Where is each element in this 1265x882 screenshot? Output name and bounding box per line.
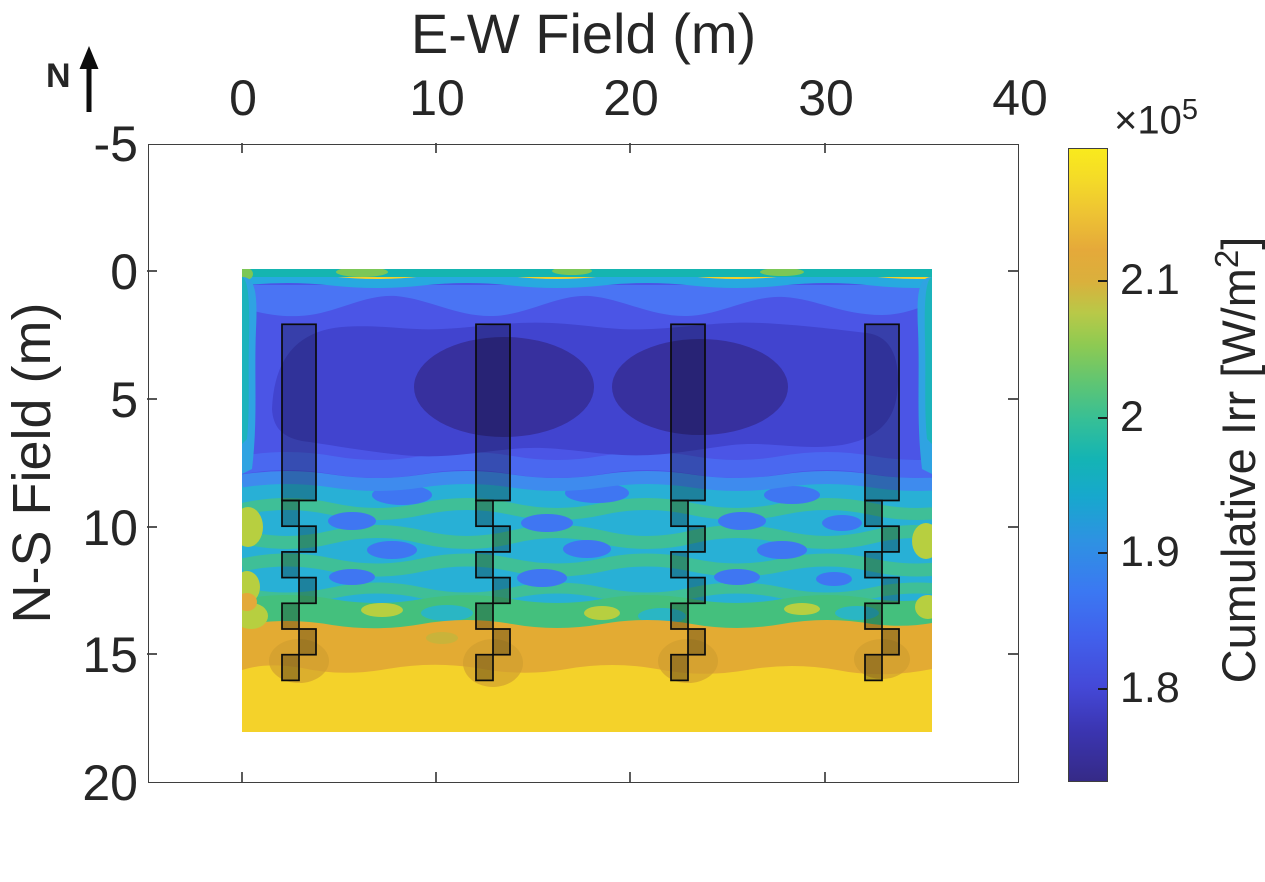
y-tick-label: -5 xyxy=(93,116,138,172)
colorbar-tick-label: 1.8 xyxy=(1120,664,1180,712)
north-label: N xyxy=(46,57,71,95)
tracker-footprint xyxy=(864,323,901,682)
tracker-footprint xyxy=(475,323,512,682)
colorbar-exponent-base: ×10 xyxy=(1114,98,1182,143)
colorbar-unit-prefix: Cumulative Irr [W/m xyxy=(1211,268,1265,684)
x-tick-label: 30 xyxy=(798,70,854,126)
colorbar-exponent-power: 5 xyxy=(1181,94,1198,126)
y-tick-label: 5 xyxy=(110,372,138,428)
colorbar-unit-sup: 2 xyxy=(1208,249,1246,269)
colorbar-unit-label: Cumulative Irr [W/m2] xyxy=(1208,237,1265,684)
north-arrow-icon xyxy=(79,46,99,112)
y-tick-label: 15 xyxy=(82,627,138,683)
contour-svg xyxy=(147,143,1019,783)
colorbar-tick-label: 1.9 xyxy=(1120,528,1180,576)
y-tick-label: 20 xyxy=(82,755,138,811)
x-tick-label: 10 xyxy=(409,70,465,126)
colorbar-gradient xyxy=(1068,148,1108,782)
tracker-footprints xyxy=(281,323,901,682)
colorbar-tick-label: 2.1 xyxy=(1120,256,1180,304)
y-axis-label: N-S Field (m) xyxy=(2,302,62,624)
colorbar-tick-label: 2 xyxy=(1120,393,1144,441)
axes-box xyxy=(147,143,1019,783)
tracker-footprint xyxy=(670,323,707,682)
x-tick-label: 20 xyxy=(603,70,659,126)
colorbar-unit-suffix: ] xyxy=(1211,236,1265,250)
colorbar-tick xyxy=(1098,552,1107,554)
tracker-footprint xyxy=(281,323,318,682)
x-tick-label: 0 xyxy=(229,70,257,126)
x-axis-label-top: E-W Field (m) xyxy=(410,2,757,65)
colorbar-tick xyxy=(1098,280,1107,282)
colorbar-tick xyxy=(1098,417,1107,419)
colorbar-tick xyxy=(1098,688,1107,690)
y-tick-label: 0 xyxy=(110,244,138,300)
colorbar-exponent: ×105 xyxy=(1114,88,1198,142)
axis-ticks xyxy=(147,143,1019,783)
x-tick-label: 40 xyxy=(992,70,1048,126)
contour-map xyxy=(242,269,933,733)
y-tick-label: 10 xyxy=(82,500,138,556)
